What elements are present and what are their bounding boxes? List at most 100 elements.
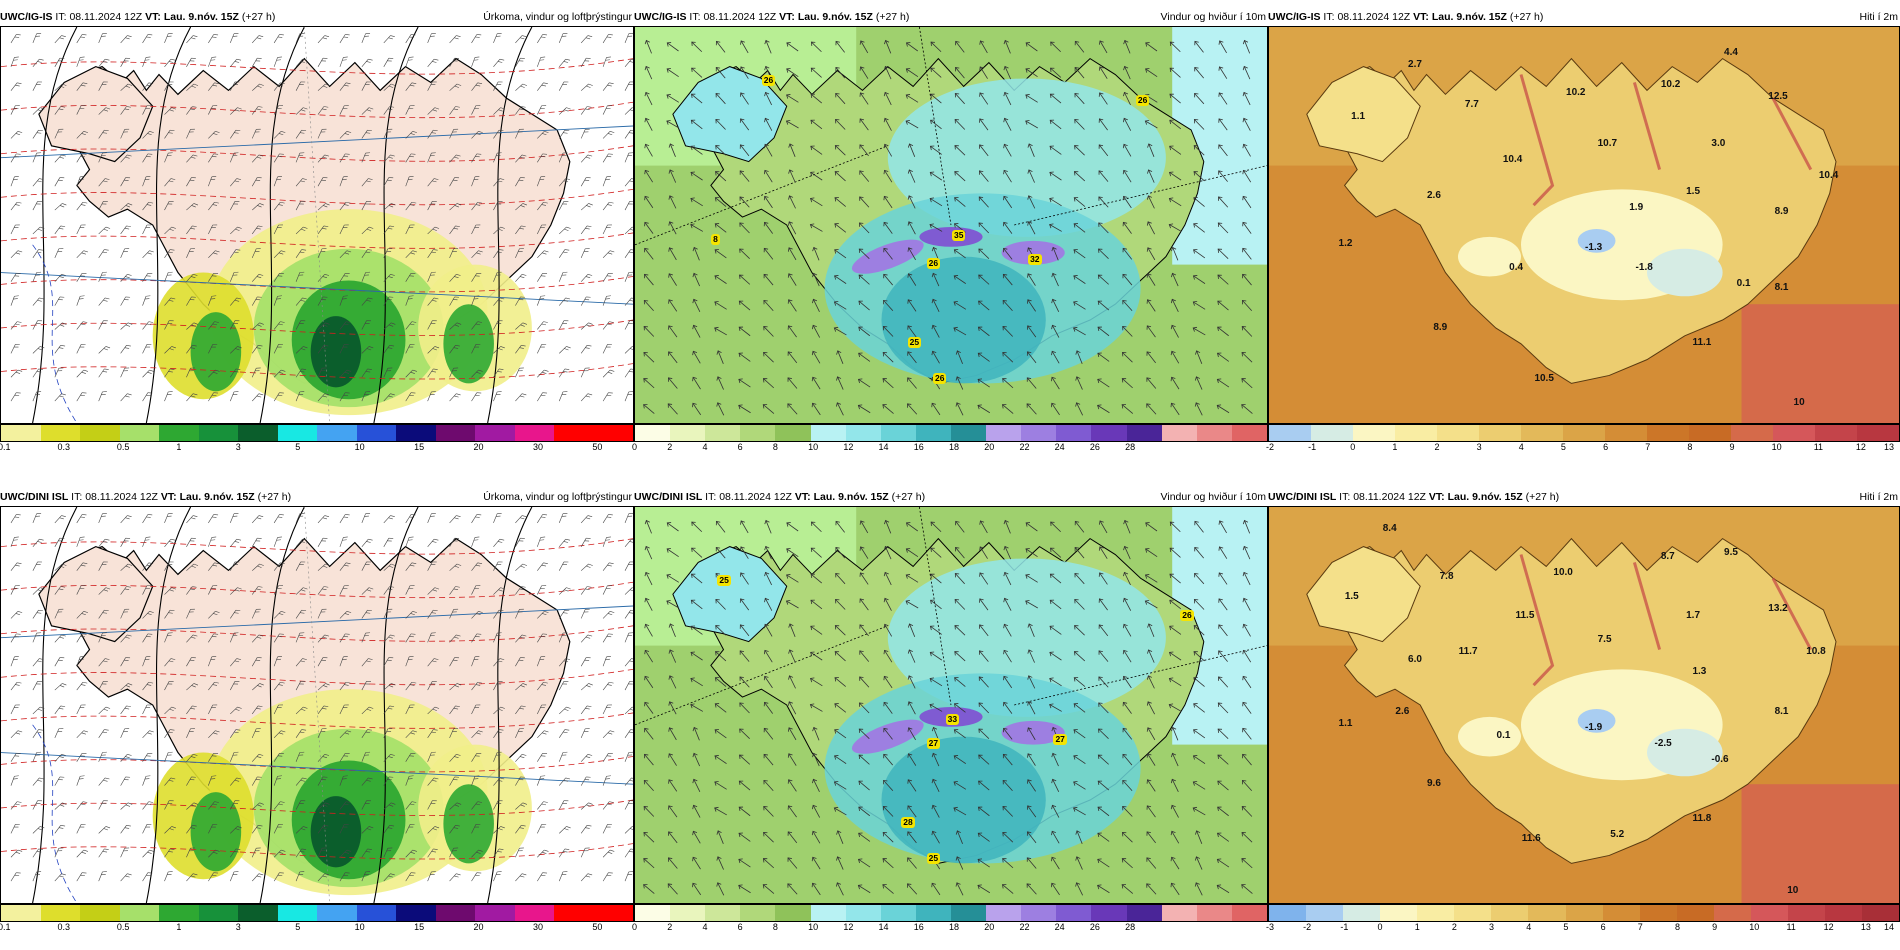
legend-swatch bbox=[1521, 425, 1563, 441]
legend-swatch bbox=[1479, 425, 1521, 441]
vt-value: Lau. 9.nóv. 15Z bbox=[163, 11, 239, 23]
panel-header: UWC/DINI ISL IT: 08.11.2024 12Z VT: Lau.… bbox=[634, 488, 1268, 506]
gust-value-label: 33 bbox=[945, 713, 960, 725]
lead-time: (+27 h) bbox=[257, 491, 292, 503]
legend-swatch bbox=[1454, 905, 1492, 921]
panel-ig-wind: UWC/IG-IS IT: 08.11.2024 12Z VT: Lau. 9.… bbox=[632, 8, 1268, 458]
legend-colorbar bbox=[1268, 424, 1900, 442]
it-value: 08.11.2024 12Z bbox=[85, 491, 158, 503]
lead-time: (+27 h) bbox=[1525, 491, 1560, 503]
legend-tick: 3 bbox=[1489, 922, 1495, 932]
legend-swatch bbox=[1689, 425, 1731, 441]
legend-tick: 28 bbox=[1125, 922, 1136, 932]
temperature-value-label: 3.0 bbox=[1711, 138, 1726, 150]
temperature-value-label: 1.1 bbox=[1351, 110, 1366, 122]
panel-header: UWC/IG-IS IT: 08.11.2024 12Z VT: Lau. 9.… bbox=[0, 8, 634, 26]
legend-tick: 8 bbox=[772, 442, 778, 452]
legend-tick: 5 bbox=[295, 442, 301, 452]
temperature-value-label: 10 bbox=[1793, 397, 1805, 409]
legend-tick: 5 bbox=[295, 922, 301, 932]
legend-swatch bbox=[396, 905, 436, 921]
legend-tick: 22 bbox=[1019, 442, 1030, 452]
legend-swatch bbox=[986, 425, 1022, 441]
temperature-value-label: 10.4 bbox=[1818, 170, 1839, 182]
temperature-value-label: 13.2 bbox=[1768, 602, 1788, 614]
temperature-value-label: 1.1 bbox=[1338, 717, 1353, 729]
panel-header: UWC/IG-IS IT: 08.11.2024 12Z VT: Lau. 9.… bbox=[634, 8, 1268, 26]
it-value: 08.11.2024 12Z bbox=[69, 11, 143, 23]
gust-value-label: 25 bbox=[926, 853, 941, 865]
legend-swatch bbox=[1091, 425, 1127, 441]
model-name: UWC/IG-IS bbox=[0, 11, 53, 23]
legend-swatch bbox=[1750, 905, 1788, 921]
gust-value-label: 27 bbox=[926, 737, 941, 749]
legend-tick: 8 bbox=[772, 922, 778, 932]
legend-swatch bbox=[1528, 905, 1566, 921]
temperature-value-label: 1.2 bbox=[1338, 237, 1353, 249]
legend-tick: 0 bbox=[632, 922, 638, 932]
temperature-value-label: 5.2 bbox=[1610, 829, 1625, 841]
temperature-value-label: 11.1 bbox=[1692, 337, 1712, 349]
legend-colorbar bbox=[0, 424, 634, 442]
legend-tick: 7 bbox=[1645, 442, 1651, 452]
legend-swatch bbox=[198, 425, 238, 441]
legend-tick: 12 bbox=[1823, 922, 1834, 932]
legend-tick: 0.1 bbox=[0, 442, 11, 452]
legend-swatch bbox=[670, 425, 706, 441]
gust-value-label: 25 bbox=[907, 337, 922, 349]
it-label: IT: bbox=[1339, 491, 1351, 503]
legend-swatch bbox=[670, 905, 706, 921]
vt-label: VT: bbox=[160, 491, 177, 503]
legend-swatch bbox=[1862, 905, 1900, 921]
legend-tick: 26 bbox=[1089, 922, 1100, 932]
legend-tick: 0.3 bbox=[57, 442, 70, 452]
gust-value-label: 26 bbox=[1135, 94, 1150, 106]
isobar bbox=[373, 507, 419, 903]
legend-tick: 1 bbox=[176, 442, 182, 452]
legend-tick: 7 bbox=[1637, 922, 1643, 932]
isobar bbox=[32, 507, 78, 903]
legend-swatch bbox=[159, 905, 199, 921]
temperature-value-label: 11.8 bbox=[1692, 813, 1712, 825]
it-label: IT: bbox=[689, 11, 701, 23]
legend-swatch bbox=[1857, 425, 1899, 441]
temp-map-svg bbox=[1269, 27, 1899, 423]
legend-tick: 14 bbox=[1884, 922, 1895, 932]
vt-value: Lau. 9.nóv. 15Z bbox=[1447, 491, 1523, 503]
legend-swatch bbox=[1196, 425, 1232, 441]
panel-dini-wind: UWC/DINI ISL IT: 08.11.2024 12Z VT: Lau.… bbox=[632, 488, 1268, 938]
legend-swatch bbox=[1602, 905, 1640, 921]
legend-tick: 3 bbox=[235, 442, 241, 452]
gust-value-label: 26 bbox=[761, 74, 776, 86]
legend-swatch bbox=[1269, 905, 1307, 921]
temperature-value-label: 0.4 bbox=[1509, 261, 1524, 273]
legend-tick: 4 bbox=[702, 442, 708, 452]
vt-value: Lau. 9.nóv. 15Z bbox=[1431, 11, 1507, 23]
legend-swatch bbox=[119, 905, 159, 921]
legend-tick: -2 bbox=[1303, 922, 1312, 932]
panel-header: UWC/DINI ISL IT: 08.11.2024 12Z VT: Lau.… bbox=[1268, 488, 1900, 506]
temperature-value-label: 8.4 bbox=[1382, 522, 1397, 534]
gust-value-label: 25 bbox=[717, 574, 731, 586]
isobar bbox=[259, 27, 305, 423]
legend-swatch bbox=[775, 905, 811, 921]
legend-tick: 50 bbox=[592, 922, 603, 932]
lead-time: (+27 h) bbox=[891, 491, 926, 503]
legend-swatch bbox=[1, 905, 41, 921]
panel-title: Hiti í 2m bbox=[1859, 491, 1898, 503]
gust-value-label: 26 bbox=[926, 257, 941, 269]
legend-tick: 6 bbox=[1603, 442, 1609, 452]
legend-tick: 10 bbox=[1749, 922, 1760, 932]
panel-header: UWC/DINI ISL IT: 08.11.2024 12Z VT: Lau.… bbox=[0, 488, 634, 506]
legend-swatch bbox=[1565, 905, 1603, 921]
legend-colorbar bbox=[0, 904, 634, 922]
legend-tick: 18 bbox=[949, 442, 960, 452]
legend-tick: -1 bbox=[1340, 922, 1349, 932]
legend-tick: 0 bbox=[1377, 922, 1383, 932]
map-area bbox=[0, 26, 634, 424]
legend-tick: 6 bbox=[737, 442, 743, 452]
legend-swatch bbox=[40, 425, 80, 441]
temperature-value-label: 10.2 bbox=[1660, 78, 1681, 90]
gust-value-label: 8 bbox=[711, 233, 720, 245]
legend-swatch bbox=[1126, 425, 1162, 441]
